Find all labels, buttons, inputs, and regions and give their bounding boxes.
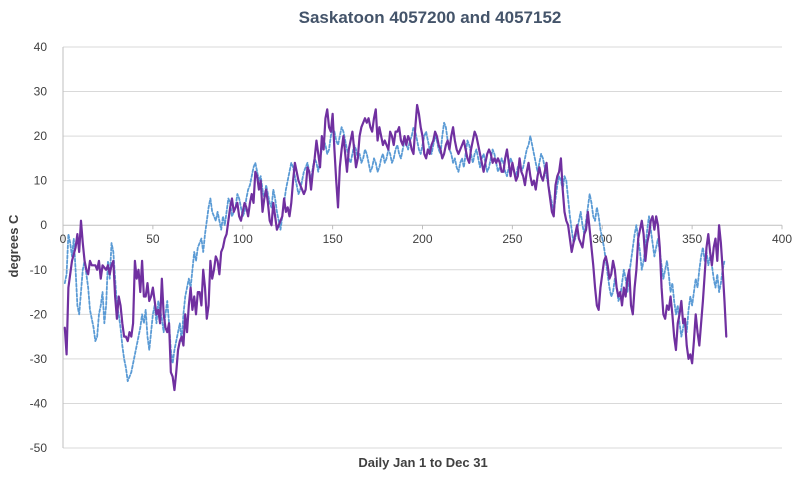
chart-title: Saskatoon 4057200 and 4057152: [299, 8, 562, 27]
x-tick-label: 250: [502, 232, 522, 246]
y-axis-tick-labels: 40 30 20 10 0 -10 -20 -30 -40 -50: [30, 40, 48, 455]
y-tick-label: 20: [34, 129, 48, 143]
y-tick-label: 10: [34, 174, 48, 188]
x-tick-label: 350: [682, 232, 702, 246]
x-tick-label: 0: [60, 232, 67, 246]
x-axis-tick-labels: 0 50 100 150 200 250 300 350 400: [60, 232, 793, 246]
y-axis-label: degrees C: [6, 214, 21, 277]
series-line-2: [63, 121, 726, 383]
gridlines: [63, 46, 782, 449]
x-tick-label: 150: [323, 232, 343, 246]
y-tick-label: -10: [30, 263, 48, 277]
x-tick-label: 400: [772, 232, 792, 246]
x-axis-label: Daily Jan 1 to Dec 31: [358, 455, 487, 470]
y-tick-label: -20: [30, 307, 48, 321]
x-tick-label: 50: [146, 232, 160, 246]
x-tick-label: 200: [412, 232, 432, 246]
y-tick-label: -50: [30, 441, 48, 455]
y-tick-label: -40: [30, 396, 48, 410]
y-tick-label: -30: [30, 352, 48, 366]
series-line-1: [63, 103, 728, 392]
y-tick-label: 30: [34, 85, 48, 99]
y-tick-label: 40: [34, 40, 48, 54]
axes: [62, 47, 783, 448]
y-tick-label: 0: [40, 218, 47, 232]
x-tick-label: 100: [233, 232, 253, 246]
series-lines: [63, 103, 728, 392]
